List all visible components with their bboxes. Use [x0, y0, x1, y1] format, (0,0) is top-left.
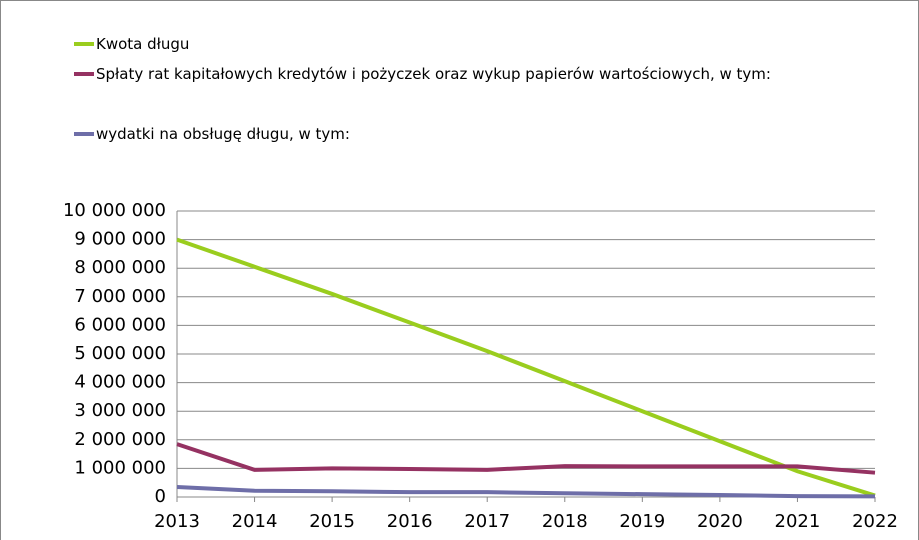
x-tick-label: 2014 [232, 511, 278, 532]
y-tick-label: 2 000 000 [74, 429, 166, 450]
y-tick-label: 8 000 000 [74, 257, 166, 278]
y-tick-label: 3 000 000 [74, 400, 166, 421]
x-tick-label: 2016 [387, 511, 433, 532]
x-tick-label: 2022 [852, 511, 898, 532]
x-tick-label: 2019 [619, 511, 665, 532]
legend-item: Spłaty rat kapitałowych kredytów i pożyc… [74, 64, 834, 84]
legend-swatch [74, 132, 94, 136]
x-tick-label: 2017 [464, 511, 510, 532]
y-tick-label: 7 000 000 [74, 286, 166, 307]
legend-item: Kwota długu [74, 34, 834, 54]
legend-label: wydatki na obsługę długu, w tym: [96, 125, 350, 143]
y-tick-label: 4 000 000 [74, 372, 166, 393]
y-tick-label: 9 000 000 [74, 229, 166, 250]
line-series [176, 484, 876, 499]
y-tick-label: 0 [155, 486, 166, 507]
x-tick-label: 2020 [697, 511, 743, 532]
legend-label: Spłaty rat kapitałowych kredytów i pożyc… [96, 65, 771, 83]
legend-label: Kwota długu [96, 35, 190, 53]
x-tick-label: 2018 [542, 511, 588, 532]
y-tick-label: 6 000 000 [74, 314, 166, 335]
x-tick-label: 2013 [154, 511, 200, 532]
y-tick-label: 10 000 000 [63, 200, 166, 221]
legend-swatch [74, 72, 94, 76]
line-series [176, 442, 876, 475]
legend-item: wydatki na obsługę długu, w tym: [74, 124, 834, 144]
x-tick-label: 2021 [775, 511, 821, 532]
y-tick-label: 5 000 000 [74, 343, 166, 364]
y-tick-label: 1 000 000 [74, 457, 166, 478]
x-tick-label: 2015 [309, 511, 355, 532]
legend-swatch [74, 42, 94, 46]
line-series [176, 237, 876, 498]
